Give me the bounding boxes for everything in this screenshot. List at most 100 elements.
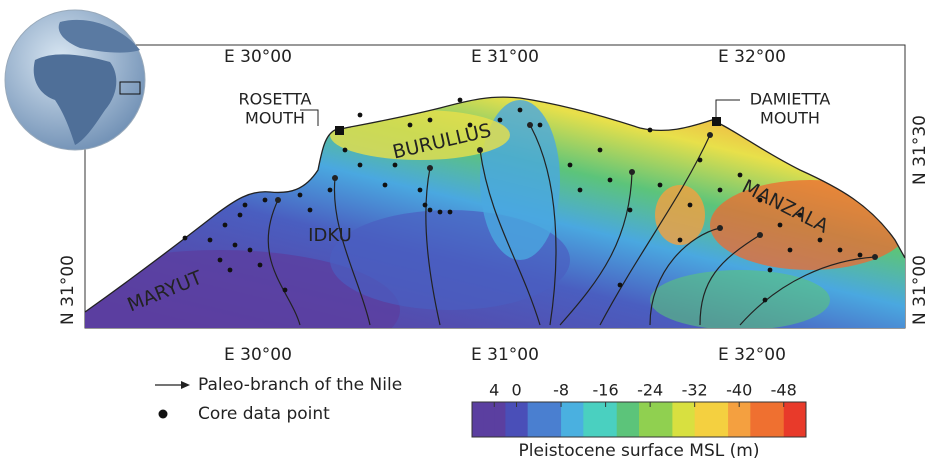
core-point (687, 202, 693, 208)
core-point (407, 122, 413, 128)
legend-arrowhead (181, 381, 190, 389)
place-label: ROSETTA (239, 90, 312, 109)
inset-box (119, 81, 141, 95)
core-point (627, 207, 633, 213)
colorbar-cell (616, 402, 629, 437)
colorbar-cell (572, 402, 584, 437)
damietta-marker (712, 117, 721, 126)
core-point (327, 187, 333, 193)
core-point (247, 247, 253, 253)
place-label: MOUTH (245, 109, 305, 128)
branch (479, 149, 541, 326)
place-label: IDKU (308, 225, 352, 246)
colorbar-cell (672, 402, 685, 437)
colorbar-cell (694, 402, 707, 437)
bottom-tick: E 31°00 (471, 345, 539, 365)
bottom-tick: E 30°00 (224, 345, 292, 365)
leaders (300, 99, 740, 126)
colorbar-cell (516, 402, 529, 437)
colorbar-tick-label: -16 (593, 381, 619, 400)
core-point (357, 112, 363, 118)
core-point (417, 187, 423, 193)
core-point (207, 237, 213, 243)
core-point (457, 97, 463, 103)
core-point (787, 247, 793, 253)
colorbar-cell (549, 402, 562, 437)
colorbar: Pleistocene surface MSL (m) 4 0 -8 -16 -24 -3… (471, 381, 807, 461)
colorbar-cell (705, 402, 718, 437)
rosetta-marker (335, 126, 344, 135)
right-tick: N 31°00 (910, 255, 930, 325)
branch-head (707, 132, 713, 138)
colorbar-cell (594, 402, 607, 437)
core-point (537, 122, 543, 128)
core-point (237, 212, 243, 218)
coord-labels: E 30°00 E 31°00 E 32°00 E 30°00 E 31°00 … (58, 47, 930, 365)
core-point (297, 192, 303, 198)
colorbar-cell (650, 402, 662, 437)
core-point (762, 297, 768, 303)
place-label: MOUTH (760, 109, 820, 128)
colorbar-title: Pleistocene surface MSL (m) (519, 441, 760, 461)
bottom-tick: E 32°00 (718, 345, 786, 365)
core-point (427, 207, 433, 213)
core-point (257, 262, 263, 268)
colorbar-cell (639, 402, 651, 437)
colorbar-cell (483, 402, 495, 437)
colorbar-cell (750, 402, 762, 437)
branch-head (717, 225, 723, 231)
colorbar-cell (739, 402, 751, 437)
coastline (84, 96, 906, 313)
branch (333, 177, 371, 326)
core-point (767, 267, 773, 273)
colorbar-cell (561, 402, 573, 437)
colorbar-cell (716, 402, 729, 437)
core-point (657, 182, 663, 188)
paleo-branches (267, 122, 878, 326)
branch (739, 256, 876, 326)
core-point (837, 247, 843, 253)
colorbar-tick-label: -40 (726, 381, 752, 400)
core-point (307, 207, 313, 213)
branch (699, 234, 761, 326)
core-point (737, 172, 743, 178)
colorbar-tick-label: 0 (511, 381, 521, 400)
colorbar-cell (527, 402, 540, 437)
core-point (262, 197, 268, 203)
colorbar-cell (683, 402, 696, 437)
branch-head (629, 169, 635, 175)
top-tick: E 30°00 (224, 47, 292, 67)
core-points (182, 97, 863, 303)
core-point (607, 177, 613, 183)
colorbar-cell (728, 402, 740, 437)
colorbar-tick-label: -24 (637, 381, 663, 400)
colorbar-cell (661, 402, 673, 437)
core-point (857, 252, 863, 258)
core-point (757, 197, 763, 203)
branch-head (872, 254, 878, 260)
legend-dot (158, 409, 168, 419)
branch (649, 227, 721, 326)
core-point (437, 209, 443, 215)
core-point (577, 187, 583, 193)
core-point (392, 162, 398, 168)
branch (425, 167, 441, 326)
branch-head (427, 165, 433, 171)
colorbar-cell (772, 402, 785, 437)
branch (559, 171, 633, 326)
core-point (227, 267, 233, 273)
colorbar-cell (538, 402, 551, 437)
colorbar-cell (472, 402, 484, 437)
core-point (357, 162, 363, 168)
continent (58, 19, 140, 53)
right-tick: N 31°30 (910, 115, 930, 185)
colorbar-tick-label: 4 (489, 381, 499, 400)
branch-head (527, 122, 533, 128)
colorbar-cell (605, 402, 618, 437)
branch (529, 124, 557, 326)
colorbar-cell (505, 402, 518, 437)
globe (4, 9, 146, 151)
colorbar-cell (494, 402, 506, 437)
core-point (382, 182, 388, 188)
